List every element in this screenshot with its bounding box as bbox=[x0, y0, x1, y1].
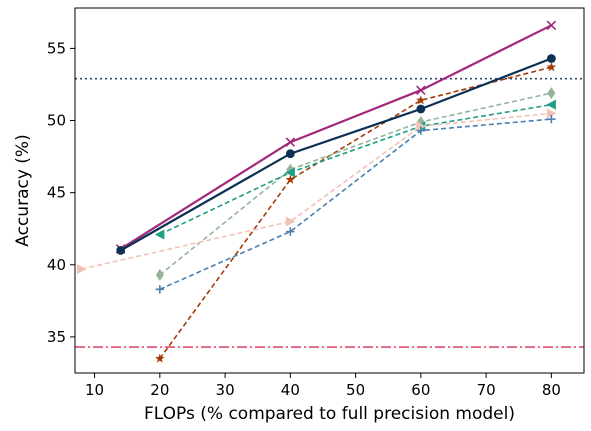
y-tick-label: 35 bbox=[47, 328, 66, 346]
plot-area bbox=[75, 20, 584, 363]
series-2-point bbox=[416, 104, 426, 114]
series-2-point bbox=[546, 54, 556, 63]
series-1-point bbox=[416, 85, 426, 95]
series-3-point bbox=[416, 95, 426, 105]
series-7 bbox=[155, 114, 556, 294]
series-5-point bbox=[285, 167, 295, 178]
series-4-point bbox=[547, 87, 556, 100]
series-6-point bbox=[416, 121, 426, 132]
series-3-point bbox=[546, 62, 557, 72]
series-5 bbox=[154, 99, 556, 240]
y-tick-label: 40 bbox=[47, 256, 66, 274]
x-tick-label: 10 bbox=[85, 381, 104, 399]
series-2 bbox=[116, 54, 556, 255]
series-3-line bbox=[159, 66, 552, 360]
series-6-point bbox=[546, 108, 557, 119]
series-7-point bbox=[155, 285, 165, 294]
series-6 bbox=[77, 108, 557, 275]
series-3 bbox=[155, 62, 557, 363]
x-tick-label: 20 bbox=[150, 381, 169, 399]
series-6-point bbox=[285, 216, 296, 227]
axes: 10 20 30 40 50 60 70 80 35 40 45 50 55 bbox=[47, 7, 585, 399]
series-2-point bbox=[116, 245, 126, 255]
x-tick-label: 50 bbox=[346, 381, 365, 399]
x-tick-label: 60 bbox=[411, 381, 430, 399]
series-5-line bbox=[159, 103, 552, 236]
series-4-line bbox=[159, 92, 552, 276]
series-3-point bbox=[285, 174, 296, 184]
series-7-point bbox=[286, 227, 295, 236]
plot-frame bbox=[74, 7, 585, 374]
series-7-point bbox=[416, 126, 426, 135]
y-tick-label: 50 bbox=[47, 112, 66, 130]
series-6-point bbox=[77, 264, 87, 275]
series-7-point bbox=[547, 114, 556, 124]
series-1-point bbox=[285, 137, 296, 147]
x-tick-label: 70 bbox=[477, 381, 496, 399]
x-tick-label: 80 bbox=[542, 381, 561, 399]
series-6-line bbox=[81, 112, 552, 270]
series-3-point bbox=[155, 353, 165, 363]
y-tick-label: 55 bbox=[47, 39, 66, 57]
series-1-line bbox=[120, 24, 552, 250]
series-5-point bbox=[154, 229, 165, 240]
x-tick-label: 40 bbox=[281, 381, 300, 399]
y-tick-label: 45 bbox=[47, 184, 66, 202]
series-5-point bbox=[546, 99, 556, 110]
series-7-line bbox=[159, 118, 552, 291]
series-2-line bbox=[120, 57, 552, 252]
series-2-point bbox=[285, 149, 295, 159]
series-4-point bbox=[155, 268, 164, 281]
x-axis-label: FLOPs (% compared to full precision mode… bbox=[144, 404, 515, 424]
series-1-point bbox=[546, 20, 557, 31]
y-axis-label: Accuracy (%) bbox=[13, 134, 33, 246]
x-tick-label: 30 bbox=[216, 381, 235, 399]
